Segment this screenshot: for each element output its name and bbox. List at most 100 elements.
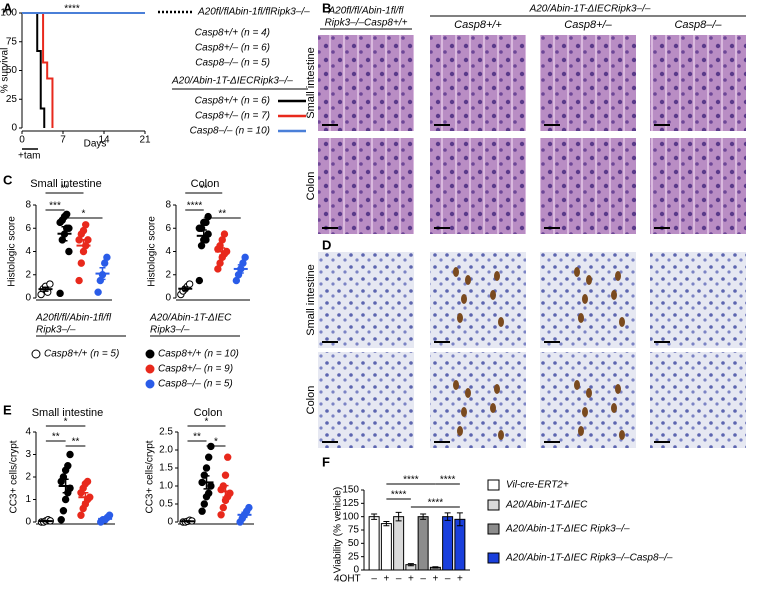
legend-marker xyxy=(145,379,155,389)
data-point xyxy=(217,511,225,519)
legend-header: A20/Abin-1T-ΔIEC xyxy=(149,313,232,324)
stain-spot xyxy=(582,407,588,417)
stain-spot xyxy=(498,430,504,440)
y-tick-label: 0 xyxy=(353,565,359,576)
chart-title: Small intestine xyxy=(32,407,104,419)
y-tick-label: 2.0 xyxy=(159,445,173,456)
legend-swatch xyxy=(487,523,500,535)
data-point xyxy=(46,280,54,288)
y-tick-label: 75 xyxy=(348,525,360,536)
micrograph xyxy=(540,252,636,348)
x-tick-label: + xyxy=(432,574,438,585)
panel-letter: B xyxy=(322,0,331,15)
data-point xyxy=(205,453,213,461)
stain-spot xyxy=(578,426,584,436)
data-point xyxy=(202,464,211,472)
y-tick-label: 0 xyxy=(11,123,17,134)
y-tick-label: 2 xyxy=(25,472,31,483)
data-point xyxy=(241,253,249,262)
data-point xyxy=(224,453,232,461)
y-tick-label: 6 xyxy=(165,223,171,234)
legend-label: Casp8+/+ (n = 10) xyxy=(158,349,239,360)
stain-spot xyxy=(582,294,588,304)
y-tick-label: 6 xyxy=(25,223,31,234)
column-label: Casp8+/+ xyxy=(454,19,502,31)
legend-label: Casp8–/– (n = 10) xyxy=(190,126,270,137)
stain-spot xyxy=(457,426,463,436)
legend-label: Casp8–/– (n = 5) xyxy=(158,379,233,390)
micrograph xyxy=(430,352,526,448)
sem-bar xyxy=(182,286,189,292)
data-point xyxy=(245,503,253,512)
panel-letter: E xyxy=(3,402,12,417)
legend-swatch xyxy=(487,499,500,511)
annotation: +tam xyxy=(18,151,41,162)
sem-bar xyxy=(42,519,49,523)
chart-title: Colon xyxy=(191,178,220,190)
stain-spot xyxy=(615,384,621,394)
bar xyxy=(417,516,429,571)
x-axis-label: 4OHT xyxy=(334,574,361,585)
micrograph xyxy=(430,138,526,234)
significance-label: **** xyxy=(428,498,444,509)
stain-spot xyxy=(574,380,580,390)
chart-title: Small intestine xyxy=(30,178,102,190)
significance-label: * xyxy=(205,417,209,428)
y-axis-label: Histologic score xyxy=(147,216,158,287)
significance-label: **** xyxy=(64,4,80,15)
micrograph xyxy=(318,252,414,348)
y-tick-label: 4 xyxy=(25,427,31,438)
y-tick-label: 100 xyxy=(342,511,359,522)
y-tick-label: 25 xyxy=(348,551,360,562)
significance-label: **** xyxy=(440,475,456,486)
row-label: Colon xyxy=(305,172,317,201)
data-point xyxy=(66,450,74,459)
sem-bar xyxy=(99,267,106,281)
data-point xyxy=(65,247,73,256)
legend-label: Casp8+/– (n = 6) xyxy=(195,43,270,54)
stain-spot xyxy=(453,267,459,277)
significance-label: ** xyxy=(200,184,208,195)
panel-letter: C xyxy=(3,172,13,187)
y-tick-label: 25 xyxy=(6,94,18,105)
group-label: A20fl/fl/Abin-1fl/fl xyxy=(327,6,404,17)
legend-label: Casp8+/– (n = 9) xyxy=(158,364,233,375)
x-tick-label: 14 xyxy=(98,135,110,146)
x-axis-label: Days xyxy=(84,139,107,150)
y-tick-label: 1.5 xyxy=(159,463,173,474)
sem-bar xyxy=(237,264,244,274)
bar xyxy=(368,516,380,571)
legend-swatch xyxy=(487,479,500,491)
data-point xyxy=(200,500,209,508)
data-point xyxy=(94,288,102,296)
data-point xyxy=(195,276,204,285)
stain-spot xyxy=(619,317,625,327)
bar xyxy=(454,518,466,571)
stain-spot xyxy=(574,267,580,277)
y-tick-label: 0 xyxy=(25,293,31,304)
panel-letter: A xyxy=(3,0,13,15)
error-bar xyxy=(444,512,451,521)
y-tick-label: 3 xyxy=(25,449,31,460)
micrograph xyxy=(650,252,746,348)
significance-label: * xyxy=(64,417,68,428)
stain-spot xyxy=(465,388,471,398)
row-label: Small intestine xyxy=(305,264,317,336)
column-label: Casp8+/– xyxy=(564,19,612,31)
bar xyxy=(442,516,454,571)
y-axis-label: % survival xyxy=(0,48,11,94)
micrograph xyxy=(650,352,746,448)
data-point xyxy=(56,289,64,298)
significance-label: * xyxy=(82,209,86,220)
y-tick-label: 0 xyxy=(165,293,171,304)
sem-bar xyxy=(200,229,207,243)
significance-label: ** xyxy=(193,432,201,443)
x-tick-label: 21 xyxy=(139,135,151,146)
data-point xyxy=(61,495,70,504)
y-tick-label: 100 xyxy=(0,8,17,19)
legend-group: A20/Abin-1T-ΔIECRipk3–/– xyxy=(171,76,293,87)
x-tick-label: – xyxy=(371,574,377,585)
significance-label: ** xyxy=(52,432,60,443)
y-tick-label: 50 xyxy=(6,65,18,76)
data-point xyxy=(198,507,206,515)
